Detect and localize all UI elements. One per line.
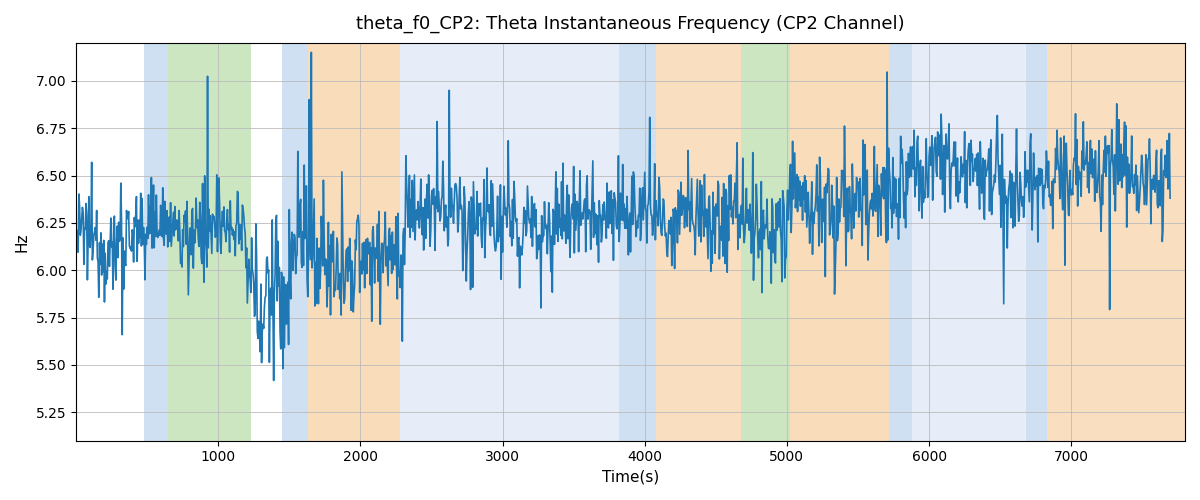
Bar	[400, 43, 619, 440]
Bar	[656, 43, 742, 440]
Bar	[889, 43, 912, 440]
Bar	[619, 43, 656, 440]
Title: theta_f0_CP2: Theta Instantaneous Frequency (CP2 Channel): theta_f0_CP2: Theta Instantaneous Freque…	[356, 15, 905, 34]
X-axis label: Time(s): Time(s)	[602, 470, 659, 485]
Bar	[144, 43, 168, 440]
Bar	[790, 43, 889, 440]
Bar	[1026, 43, 1048, 440]
Bar	[282, 43, 307, 440]
Bar	[912, 43, 1026, 440]
Bar	[1048, 43, 1186, 440]
Y-axis label: Hz: Hz	[14, 232, 30, 252]
Bar	[742, 43, 790, 440]
Bar	[307, 43, 400, 440]
Bar	[168, 43, 251, 440]
